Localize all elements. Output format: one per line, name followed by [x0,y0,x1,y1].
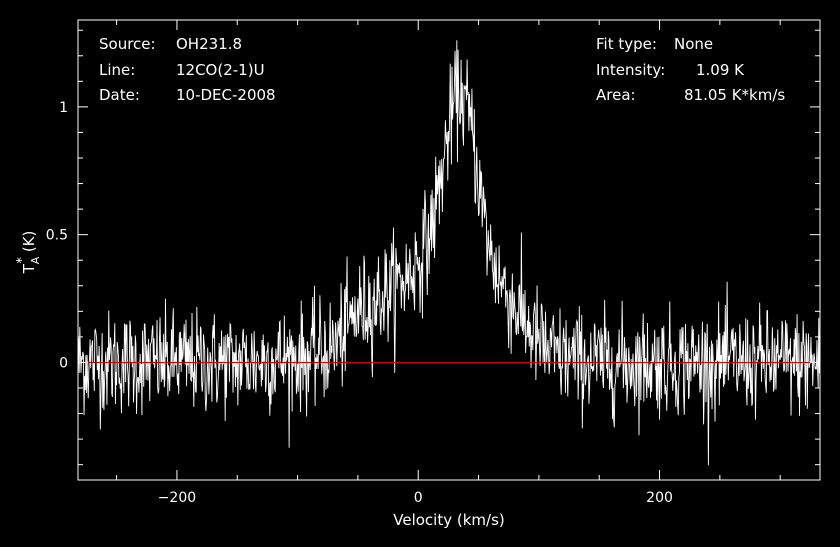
axes-layer [77,19,821,481]
intensity-label: Intensity: [596,61,666,79]
line-label: Line: [99,61,136,79]
date-value: 10-DEC-2008 [176,86,276,104]
y-tick-label: 0.5 [46,228,68,244]
spectrum-layer [77,40,821,466]
source-label: Source: [99,35,156,53]
y-axis-label: TA*(K) [15,231,42,275]
x-tick-label: 0 [414,490,423,506]
area-value: 81.05 K*km/s [684,86,786,104]
fit-type-label: Fit type: [596,35,657,53]
fit-type-value: None [674,35,714,53]
source-value: OH231.8 [176,35,243,53]
y-tick-label: 0 [59,355,68,371]
plot-frame [77,19,821,481]
x-tick-label: 200 [646,490,673,506]
ticks-layer [78,20,820,480]
area-label: Area: [596,86,636,104]
x-axis-label: Velocity (km/s) [393,511,504,529]
date-label: Date: [99,86,140,104]
x-tick-label: −200 [158,490,196,506]
labels-layer: −200 0 200 0 0.5 1 Velocity (km/s) TA*(K) [15,100,673,529]
line-value: 12CO(2-1)U [176,61,265,79]
intensity-value: 1.09 K [696,61,745,79]
spectrum-line [77,40,821,466]
y-tick-label: 1 [59,100,68,116]
